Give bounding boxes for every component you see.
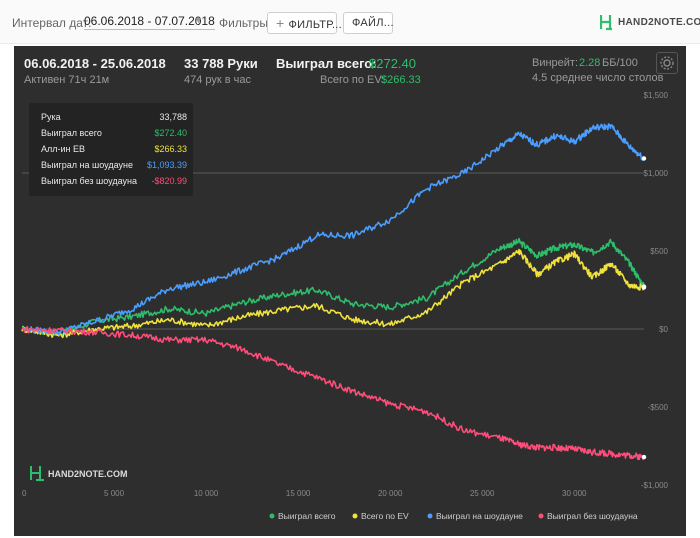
- filter-button-label: ФИЛЬТР...: [288, 19, 342, 31]
- winrate-unit: ББ/100: [602, 57, 638, 69]
- legend-label: Всего по EV: [361, 511, 409, 521]
- date-interval-select[interactable]: 06.06.2018 - 07.07.2018: [84, 14, 215, 30]
- tooltip-value: -$820.99: [151, 176, 187, 186]
- active-time: Активен 71ч 21м: [24, 74, 110, 86]
- ev-value: $266.33: [381, 74, 421, 86]
- y-tick-label: -$500: [648, 403, 669, 412]
- hand2note-logo-icon: [600, 15, 612, 31]
- legend-marker: [538, 513, 544, 519]
- winrate-label: Винрейт:: [532, 57, 579, 69]
- legend-marker: [269, 513, 275, 519]
- y-tick-label: $500: [650, 247, 668, 256]
- plus-icon: +: [276, 15, 285, 31]
- tooltip-value: $266.33: [154, 144, 187, 154]
- legend-label: Выиграл всего: [278, 511, 336, 521]
- series-end-point: [641, 156, 647, 161]
- tooltip-row: Алл-ин EB $266.33: [41, 144, 187, 154]
- legend-label: Выиграл без шоудауна: [547, 511, 638, 521]
- series-end-point: [641, 454, 647, 460]
- date-range: 06.06.2018 - 25.06.2018: [24, 56, 166, 71]
- file-button-label: ФАЙЛ...: [352, 17, 394, 29]
- tooltip-label: Выиграл на шоудауне: [41, 160, 133, 170]
- toolbar: Интервал дат: 06.06.2018 - 07.07.2018 ▼ …: [0, 0, 700, 44]
- tooltip-value: $272.40: [154, 128, 187, 138]
- tooltip-row: Рука 33,788: [41, 112, 187, 122]
- series-line: [21, 237, 645, 337]
- tooltip-row: Выиграл всего $272.40: [41, 128, 187, 138]
- won-total-label: Выиграл всего:: [276, 56, 377, 71]
- legend-marker: [427, 513, 433, 519]
- x-tick-label: 25 000: [470, 489, 495, 498]
- gear-icon: [660, 56, 674, 70]
- y-tick-label: $1,500: [644, 91, 669, 100]
- file-button[interactable]: ФАЙЛ...: [343, 12, 394, 34]
- watermark-logo-icon: [30, 466, 44, 481]
- tooltip-row: Выиграл на шоудауне $1,093.39: [41, 160, 187, 170]
- series-line: [21, 123, 645, 336]
- x-tick-label: 30 000: [562, 489, 587, 498]
- hands-count: 33 788 Руки: [184, 56, 258, 71]
- tooltip-value: $1,093.39: [146, 160, 187, 170]
- tooltip-label: Рука: [41, 112, 61, 122]
- series-line: [21, 325, 645, 461]
- tooltip-label: Выиграл всего: [41, 128, 102, 138]
- x-tick-label: 0: [22, 489, 27, 498]
- tooltip-value: 33,788: [159, 112, 187, 122]
- legend-marker: [352, 513, 358, 519]
- tooltip-label: Алл-ин EB: [41, 144, 86, 154]
- hover-tooltip: Рука 33,788 Выиграл всего $272.40 Алл-ин EB $…: [29, 103, 193, 196]
- x-tick-label: 10 000: [194, 489, 219, 498]
- series-line: [21, 248, 645, 339]
- ev-label: Всего по EV:: [320, 74, 385, 86]
- y-tick-label: $0: [659, 325, 668, 334]
- watermark-text: HAND2NOTE.COM: [48, 469, 128, 479]
- filter-button[interactable]: + ФИЛЬТР...: [267, 12, 342, 34]
- x-tick-label: 5 000: [104, 489, 125, 498]
- chart-watermark: HAND2NOTE.COM: [30, 466, 128, 481]
- filters-label: Фильтры:: [219, 16, 272, 30]
- logo-text: HAND2NOTE.COM: [618, 17, 700, 28]
- chevron-down-icon[interactable]: ▼: [194, 15, 203, 25]
- won-total-value: $272.40: [369, 56, 416, 71]
- x-tick-label: 20 000: [378, 489, 403, 498]
- legend-label: Выиграл на шоудауне: [436, 511, 523, 521]
- avg-tables: 4.5 среднее число столов: [532, 72, 664, 84]
- series-end-point: [641, 285, 647, 290]
- interval-label: Интервал дат:: [12, 16, 92, 30]
- winrate-value: 2.28: [579, 57, 601, 69]
- tooltip-row: Выиграл без шоудауна -$820.99: [41, 176, 187, 186]
- hands-per-hour: 474 рук в час: [184, 74, 252, 86]
- y-tick-label: $1,000: [644, 169, 669, 178]
- tooltip-label: Выиграл без шоудауна: [41, 176, 137, 186]
- y-tick-label: -$1,000: [641, 481, 669, 490]
- x-tick-label: 15 000: [286, 489, 311, 498]
- settings-button[interactable]: [656, 52, 678, 74]
